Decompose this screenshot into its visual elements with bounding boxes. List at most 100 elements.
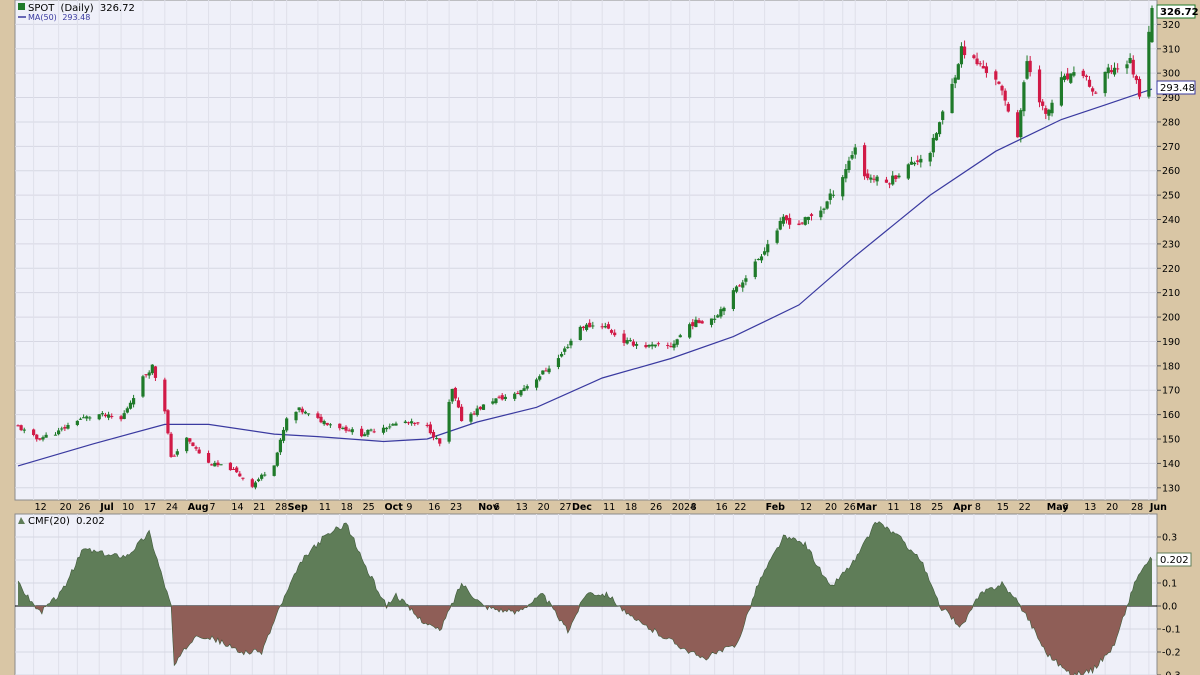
candle-down xyxy=(887,183,892,185)
candle-down xyxy=(1087,79,1092,87)
date-tick-label: 21 xyxy=(253,502,265,513)
date-x-axis: 12 20 26 Jul 10 17 24 Aug 7 14 21 28 Sep 11 18 25 Oct 9 16… xyxy=(35,502,1168,513)
candle-down xyxy=(216,462,220,466)
date-tick-label: 6 xyxy=(494,502,500,513)
candle-up xyxy=(435,438,439,440)
candle-up xyxy=(447,401,451,442)
candle-up xyxy=(875,176,879,182)
date-tick-label: 8 xyxy=(975,502,981,513)
candle-down xyxy=(144,374,148,376)
candle-up xyxy=(912,162,917,165)
candle-up xyxy=(675,339,679,345)
price-y-axis: 130 140 150 160 170 180 190 200 210 220 230 240 250 2… xyxy=(1157,20,1180,494)
candle-down xyxy=(325,422,329,425)
candle-up xyxy=(909,161,914,165)
candle-down xyxy=(669,346,673,348)
candle-up xyxy=(584,324,589,330)
candle-down xyxy=(1109,70,1113,73)
candle-down xyxy=(235,467,239,473)
candle-up xyxy=(147,372,151,376)
candle-down xyxy=(191,442,195,447)
candle-up xyxy=(744,278,748,282)
candle-down xyxy=(153,366,158,378)
candle-up xyxy=(956,64,960,80)
candle-up xyxy=(716,315,720,318)
cmf-legend-swatch xyxy=(18,517,25,524)
candle-up xyxy=(328,424,332,426)
date-tick-label: 26 xyxy=(844,502,856,513)
candle-up xyxy=(803,217,807,225)
candle-up xyxy=(41,437,45,440)
candle-down xyxy=(800,222,804,224)
date-tick-label: 2024 xyxy=(672,502,696,513)
candle-up xyxy=(841,177,845,197)
cmf-value-tag: 0.202 xyxy=(1156,552,1192,567)
candle-down xyxy=(425,424,429,426)
price-y-tick-label: 290 xyxy=(1162,93,1180,104)
candle-down xyxy=(997,81,1001,84)
cmf-negative-area xyxy=(18,606,1152,675)
candle-up xyxy=(563,348,567,352)
ma-label: MA(50) xyxy=(28,13,57,22)
candle-down xyxy=(994,71,998,80)
candle-down xyxy=(1131,59,1135,75)
date-tick-label: Nov xyxy=(478,502,499,513)
candle-up xyxy=(569,340,573,346)
candle-down xyxy=(119,416,123,420)
candle-up xyxy=(766,244,770,253)
candle-up xyxy=(281,429,286,441)
cmf-y-tick-label: -0.1 xyxy=(1162,625,1181,636)
candle-up xyxy=(734,286,739,292)
candle-up xyxy=(831,194,835,196)
candle-down xyxy=(1044,108,1048,114)
candle-down xyxy=(1091,88,1095,92)
date-tick-label: 10 xyxy=(122,502,134,513)
candle-down xyxy=(206,453,211,463)
candle-down xyxy=(581,326,586,329)
candle-up xyxy=(937,122,942,135)
candle-up xyxy=(44,434,48,438)
cmf-y-tick-label: -0.2 xyxy=(1162,648,1181,659)
candle-up xyxy=(578,326,582,341)
date-tick-label: 14 xyxy=(231,502,243,513)
candle-up xyxy=(781,216,785,224)
candle-down xyxy=(797,223,801,226)
candle-up xyxy=(1050,102,1054,114)
candle-down xyxy=(916,160,920,162)
candle-up xyxy=(285,418,289,431)
candle-up xyxy=(256,479,261,482)
candle-down xyxy=(1094,92,1098,94)
candle-down xyxy=(238,473,242,477)
candle-up xyxy=(1059,77,1064,106)
candle-up xyxy=(709,318,714,325)
candle-down xyxy=(413,422,417,424)
cmf-y-tick-label: 0.3 xyxy=(1162,533,1177,544)
candle-up xyxy=(1147,31,1151,97)
cmf-value-tag-text: 0.202 xyxy=(1160,555,1189,566)
candle-down xyxy=(416,422,420,424)
candle-down xyxy=(431,431,436,438)
price-y-tick-label: 270 xyxy=(1162,142,1180,153)
date-tick-label: 23 xyxy=(450,502,462,513)
candle-up xyxy=(253,482,258,488)
candle-up xyxy=(275,452,279,466)
candle-up xyxy=(391,424,395,426)
price-y-tick-label: 200 xyxy=(1162,313,1180,324)
candle-down xyxy=(984,66,989,73)
candle-up xyxy=(306,413,311,415)
cmf-area-series xyxy=(17,521,1153,675)
candle-up xyxy=(522,388,526,391)
candle-down xyxy=(656,343,661,345)
candle-up xyxy=(385,427,389,430)
candle-down xyxy=(110,416,114,418)
candle-up xyxy=(556,358,561,368)
ma-value-label: 293.48 xyxy=(62,13,90,22)
ma-value-tag: 293.48 xyxy=(1156,80,1196,95)
candle-up xyxy=(763,251,767,255)
price-y-tick-label: 220 xyxy=(1162,264,1180,275)
date-tick-label: 18 xyxy=(341,502,353,513)
candle-down xyxy=(438,438,442,444)
candle-down xyxy=(197,449,201,454)
candle-up xyxy=(369,429,373,431)
price-y-tick-label: 240 xyxy=(1162,215,1180,226)
